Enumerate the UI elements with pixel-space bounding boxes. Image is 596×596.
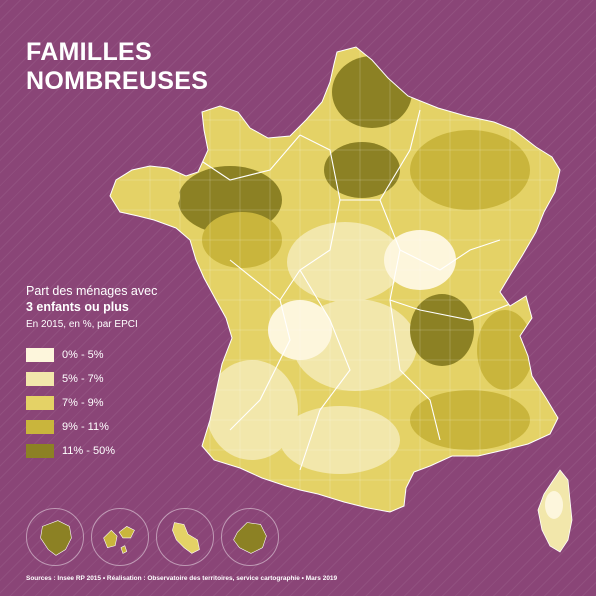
source-footnote: Sources : Insee RP 2015 • Réalisation : … <box>26 575 338 582</box>
map-zones <box>120 56 533 474</box>
reunion-map <box>233 522 267 554</box>
title-line-1: FAMILLES <box>26 38 153 66</box>
legend-heading-line-1: Part des ménages avec <box>26 284 158 298</box>
epci-grid <box>120 47 560 512</box>
legend-heading: Part des ménages avec 3 enfants ou plus <box>26 283 157 315</box>
legend-swatch <box>26 348 54 362</box>
zone-centre <box>287 222 403 302</box>
corsica <box>537 469 573 553</box>
legend-heading-line-2: 3 enfants ou plus <box>26 300 129 314</box>
region-lines <box>199 109 521 471</box>
inset-reunion <box>221 508 279 566</box>
inset-guyane <box>26 508 84 566</box>
reunion-shape <box>233 522 267 554</box>
zone-aquitaine <box>206 360 298 460</box>
legend-swatch <box>26 396 54 410</box>
legend-item: 7% - 9% <box>26 396 157 410</box>
region-boundaries <box>199 109 521 471</box>
legend-label: 11% - 50% <box>62 445 115 457</box>
legend-label: 9% - 11% <box>62 421 109 433</box>
guadeloupe-map <box>103 526 135 554</box>
legend-classes: 0% - 5% 5% - 7% 7% - 9% 9% - 11% 11% - 5… <box>26 348 157 458</box>
guadeloupe-shape <box>103 526 135 554</box>
zone-nord <box>332 56 412 128</box>
legend-item: 11% - 50% <box>26 444 157 458</box>
legend-item: 5% - 7% <box>26 372 157 386</box>
legend-swatch <box>26 420 54 434</box>
zone-ile-de-france <box>324 142 400 198</box>
inset-martinique <box>156 508 214 566</box>
map-title: FAMILLES NOMBREUSES <box>26 38 208 96</box>
epci-boundaries <box>120 47 560 512</box>
zone-pays-de-la-loire <box>202 212 282 268</box>
legend-subheading: En 2015, en %, par EPCI <box>26 319 138 330</box>
legend-swatch <box>26 444 54 458</box>
legend-item: 9% - 11% <box>26 420 157 434</box>
guyane-map <box>40 520 72 556</box>
corsica-zone <box>545 491 563 519</box>
zone-bretagne-ouest <box>120 176 180 216</box>
legend-label: 5% - 7% <box>62 373 104 385</box>
title-line-2: NOMBREUSES <box>26 67 209 95</box>
inset-guadeloupe <box>91 508 149 566</box>
legend-label: 0% - 5% <box>62 349 104 361</box>
zone-occitanie <box>280 406 400 474</box>
guyane-shape <box>40 520 72 556</box>
legend: Part des ménages avec 3 enfants ou plus … <box>26 283 157 468</box>
zone-grand-est <box>410 130 530 210</box>
zone-rhone-alpes <box>410 294 474 366</box>
legend-label: 7% - 9% <box>62 397 104 409</box>
zone-provence <box>410 390 530 450</box>
martinique-shape <box>172 522 200 554</box>
zone-alpes <box>477 310 533 390</box>
legend-swatch <box>26 372 54 386</box>
martinique-map <box>172 522 200 554</box>
legend-item: 0% - 5% <box>26 348 157 362</box>
